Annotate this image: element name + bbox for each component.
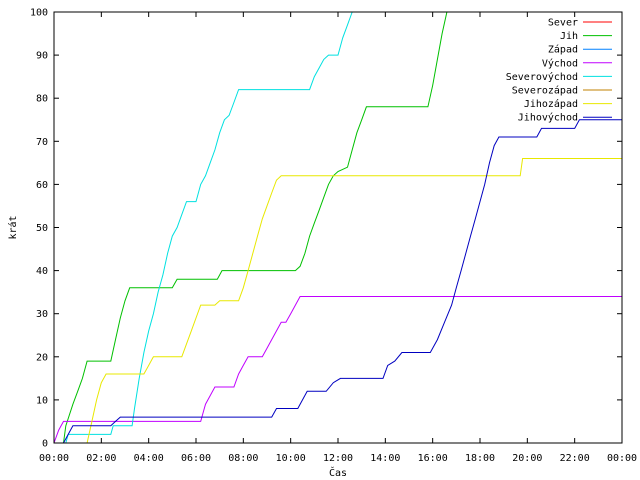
y-tick-label-7: 70 — [36, 137, 48, 148]
legend-label-1: Sever — [548, 18, 578, 29]
legend-label-3: Západ — [548, 44, 578, 56]
axis-ticks: 0 10 20 30 40 50 60 70 80 90 100 00:00 02:00 04:00 06:… — [30, 8, 637, 465]
x-tick-label-6: 12:00 — [323, 453, 353, 464]
y-tick-label-8: 80 — [36, 94, 48, 105]
legend-label-8: Jihovýchod — [518, 112, 578, 124]
y-tick-label-4: 40 — [36, 266, 48, 277]
series-layer — [53, 11, 622, 444]
y-axis-label: krát — [7, 215, 19, 239]
y-tick-label-0: 0 — [42, 439, 48, 450]
legend-label-2: Jih — [560, 31, 578, 42]
x-tick-label-5: 10:00 — [276, 453, 306, 464]
legend-label-4: Východ — [542, 57, 578, 69]
y-tick-label-3: 30 — [36, 309, 48, 320]
x-tick-label-10: 20:00 — [512, 453, 542, 464]
legend-label-7: Jihozápad — [524, 98, 578, 110]
y-tick-label-6: 60 — [36, 180, 48, 191]
x-axis-label: Čas — [329, 466, 347, 479]
series-line-8 — [63, 119, 622, 444]
y-tick-label-1: 10 — [36, 395, 48, 406]
x-tick-label-11: 22:00 — [560, 453, 590, 464]
x-tick-label-3: 06:00 — [181, 453, 211, 464]
legend-label-5: Severovýchod — [506, 71, 578, 83]
x-tick-label-0: 00:00 — [39, 453, 69, 464]
x-tick-label-4: 08:00 — [228, 453, 258, 464]
y-tick-label-10: 100 — [30, 8, 48, 19]
series-line-2 — [63, 11, 448, 444]
x-tick-label-7: 14:00 — [370, 453, 400, 464]
series-line-5 — [65, 11, 353, 444]
series-line-4 — [53, 296, 622, 444]
y-tick-label-9: 90 — [36, 51, 48, 62]
x-tick-label-1: 02:00 — [86, 453, 116, 464]
series-line-7 — [86, 158, 622, 444]
y-tick-label-2: 20 — [36, 352, 48, 363]
x-tick-label-12: 00:00 — [607, 453, 637, 464]
x-tick-label-2: 04:00 — [134, 453, 164, 464]
x-tick-label-9: 18:00 — [465, 453, 495, 464]
y-tick-label-5: 50 — [36, 223, 48, 234]
legend-label-6: Severozápad — [512, 85, 578, 97]
x-tick-label-8: 16:00 — [418, 453, 448, 464]
